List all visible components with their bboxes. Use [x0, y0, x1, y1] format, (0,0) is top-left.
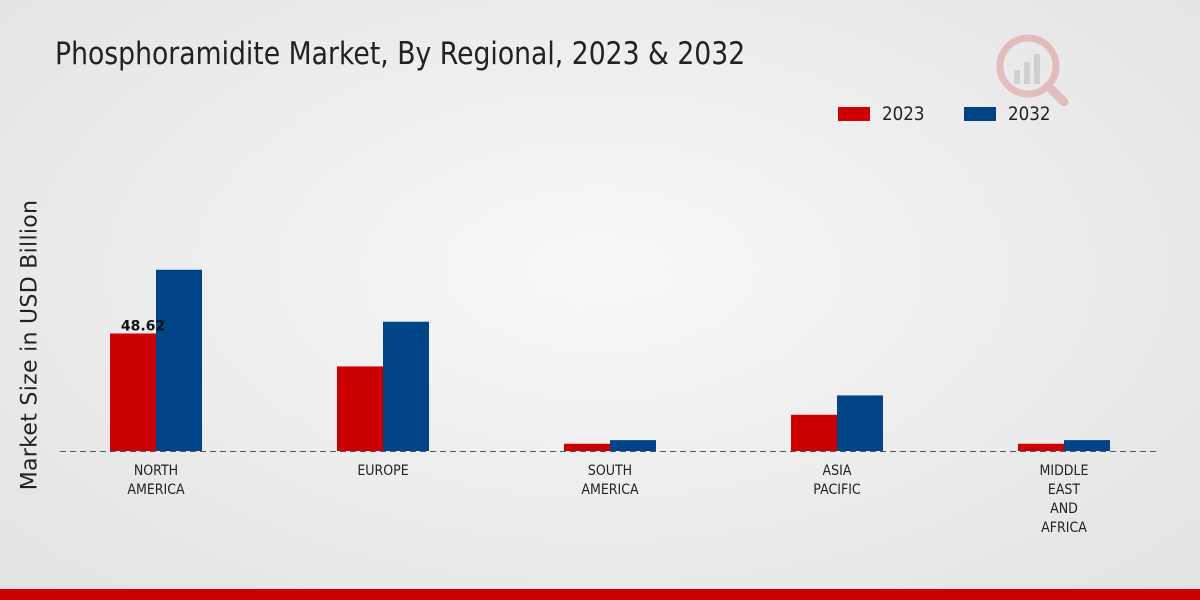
x-tick-label-4: MIDDLE EAST AND AFRICA — [1040, 463, 1089, 536]
x-tick-label-1-line-0: EUROPE — [357, 463, 408, 479]
legend-label-2023: 2023 — [882, 103, 925, 125]
bar-2023-3 — [791, 414, 837, 451]
x-tick-label-3: ASIA PACIFIC — [813, 463, 860, 498]
x-tick-label-1: EUROPE — [357, 463, 408, 479]
bar-2032-2 — [610, 440, 656, 451]
data-label-0: 48.62 — [121, 319, 165, 335]
chart-title: Phosphoramidite Market, By Regional, 202… — [55, 36, 746, 72]
x-tick-label-4-line-1: EAST — [1048, 482, 1081, 498]
x-tick-label-3-line-1: PACIFIC — [813, 482, 860, 498]
x-tick-label-4-line-2: AND — [1050, 501, 1078, 517]
bar-2023-1 — [337, 366, 383, 451]
bar-2023-2 — [564, 443, 610, 451]
x-tick-label-0-line-1: AMERICA — [127, 482, 184, 498]
x-tick-label-4-line-3: AFRICA — [1041, 520, 1087, 536]
legend-swatch-2032 — [964, 107, 997, 121]
bar-2023-4 — [1018, 443, 1064, 451]
footer-accent-bar — [0, 589, 1200, 600]
x-tick-label-4-line-0: MIDDLE — [1040, 463, 1089, 479]
x-tick-label-2-line-0: SOUTH — [588, 463, 632, 479]
legend: 2023 2032 — [838, 103, 1091, 125]
bar-2032-1 — [383, 321, 429, 451]
bar-2032-3 — [837, 395, 883, 451]
bar-2023-0 — [110, 333, 156, 451]
legend-item-2032: 2032 — [964, 103, 1056, 125]
x-tick-label-0-line-0: NORTH — [134, 463, 178, 479]
legend-swatch-2023 — [838, 107, 870, 121]
legend-label-2032: 2032 — [1008, 103, 1051, 125]
bar-2032-4 — [1064, 440, 1110, 451]
legend-item-2023: 2023 — [838, 103, 930, 125]
brand-logo-icon — [996, 34, 1069, 107]
x-tick-label-2: SOUTH AMERICA — [581, 463, 638, 498]
x-tick-label-3-line-0: ASIA — [823, 463, 852, 479]
bar-2032-0 — [156, 269, 202, 451]
x-tick-label-0: NORTH AMERICA — [127, 463, 184, 498]
x-tick-label-2-line-1: AMERICA — [581, 482, 638, 498]
